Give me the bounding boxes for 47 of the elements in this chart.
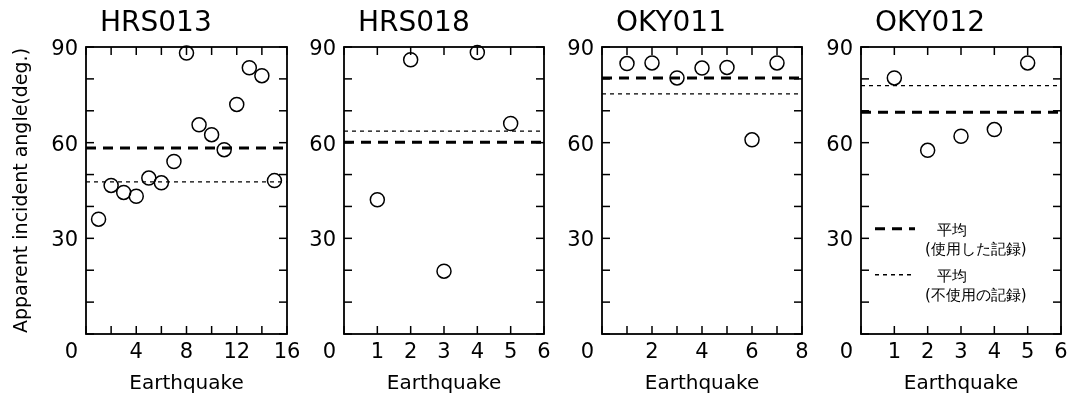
chart-title: HRS018 <box>358 5 470 38</box>
x-tick-label: 2 <box>920 339 935 363</box>
x-axis-title: Earthquake <box>644 370 760 394</box>
x-tick-label: 6 <box>745 339 759 363</box>
y-tick-label: 60 <box>826 131 853 156</box>
x-tick-label: 4 <box>470 339 485 363</box>
y-tick-label: 0 <box>64 339 78 363</box>
x-tick-label: 4 <box>129 339 143 363</box>
y-tick-label: 30 <box>567 227 594 252</box>
y-tick-label: 60 <box>51 131 78 156</box>
y-axis-title: Apparent incident angle(deg.) <box>9 47 31 334</box>
x-tick-label: 4 <box>987 339 1002 363</box>
x-tick-label: 8 <box>179 339 194 363</box>
y-tick-label: 60 <box>309 131 336 156</box>
x-tick-label: 6 <box>1054 339 1068 363</box>
y-tick-label: 0 <box>839 339 853 363</box>
x-tick-label: 2 <box>645 339 659 363</box>
x-tick-label: 5 <box>1020 339 1035 363</box>
x-tick-label: 4 <box>695 339 709 363</box>
x-tick-label: 6 <box>537 339 551 363</box>
y-tick-label: 90 <box>51 36 78 60</box>
x-axis-title: Earthquake <box>903 370 1019 394</box>
x-tick-label: 3 <box>437 339 451 363</box>
legend-label: 平均 (使用した記録) <box>925 220 1027 258</box>
y-tick-label: 0 <box>580 339 594 363</box>
y-tick-label: 30 <box>309 227 336 252</box>
legend-label: 平均 (不使用の記録) <box>925 266 1027 304</box>
x-tick-label: 8 <box>795 339 809 363</box>
x-axis-title: Earthquake <box>129 370 244 394</box>
y-tick-label: 30 <box>51 227 78 252</box>
y-tick-label: 60 <box>567 131 594 156</box>
x-tick-label: 2 <box>403 339 418 363</box>
x-tick-label: 16 <box>273 339 301 363</box>
x-tick-label: 1 <box>370 339 385 363</box>
x-tick-label: 3 <box>954 339 968 363</box>
chart-title: OKY011 <box>616 5 726 38</box>
chart-title: HRS013 <box>100 5 212 38</box>
x-axis-title: Earthquake <box>386 370 502 394</box>
x-tick-label: 12 <box>223 339 251 363</box>
y-tick-label: 90 <box>309 36 336 60</box>
x-tick-label: 5 <box>503 339 518 363</box>
y-tick-label: 30 <box>826 227 853 252</box>
x-tick-label: 1 <box>887 339 902 363</box>
y-tick-label: 90 <box>567 36 594 60</box>
chart-title: OKY012 <box>875 5 985 38</box>
y-tick-label: 90 <box>826 36 853 60</box>
y-tick-label: 0 <box>322 339 336 363</box>
